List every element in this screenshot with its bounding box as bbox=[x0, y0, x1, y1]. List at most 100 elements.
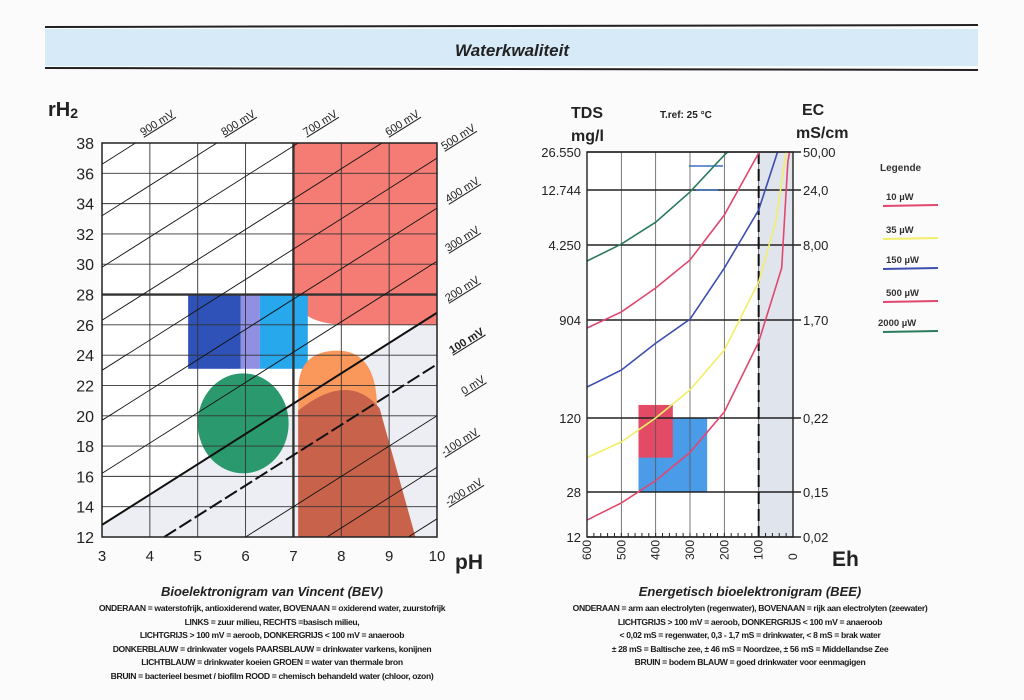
bee-y-left-tick-label: 120 bbox=[559, 411, 581, 426]
bee-caption-line: < 0,02 mS = regenwater, 0,3 - 1,7 mS = d… bbox=[619, 630, 881, 641]
bev-y-tick-label: 18 bbox=[76, 439, 94, 456]
bev-y-tick-label: 16 bbox=[76, 469, 94, 486]
legend-label: 150 µW bbox=[886, 255, 919, 266]
bee-y-right-tick-label: 0,15 bbox=[803, 485, 828, 500]
series-line-35W bbox=[587, 152, 787, 459]
legend-label: 500 µW bbox=[886, 288, 919, 299]
eh-line bbox=[101, 157, 438, 371]
bee-x-tick-label: 300 bbox=[683, 540, 697, 560]
region-donkerblauw bbox=[188, 294, 241, 369]
eh-line-label: -100 mV bbox=[439, 426, 481, 459]
banner-bottom-rule bbox=[44, 67, 979, 71]
title-banner bbox=[45, 29, 978, 66]
bee-y-left-tick-label: 26.550 bbox=[541, 145, 581, 160]
bev-caption-line: BRUIN = bacterieel besmet / biofilm ROOD… bbox=[110, 670, 434, 681]
bee-caption-line: ± 28 mS = Baltische zee, ± 46 mS = Noord… bbox=[611, 643, 889, 654]
bev-x-tick-label: 5 bbox=[194, 548, 202, 565]
bee-y-right-tick-label: 24,0 bbox=[803, 183, 828, 198]
bev-caption: Bioelektronigram van Vincent (BEV) ONDER… bbox=[22, 584, 522, 684]
series-line-2000W bbox=[587, 152, 729, 262]
eh-line-label: 700 mV bbox=[301, 108, 340, 139]
series-line-10W bbox=[587, 152, 791, 521]
bev-plot-border bbox=[101, 142, 438, 538]
bev-caption-line: LINKS = zuur milieu, RECHTS =basisch mil… bbox=[184, 616, 360, 627]
eh-line bbox=[101, 142, 299, 268]
eh-line-label: 0 mV bbox=[459, 373, 488, 397]
bee-x-tick-label: 200 bbox=[717, 540, 731, 560]
bee-x-tick-label: 500 bbox=[614, 540, 628, 560]
bev-y-tick-label: 34 bbox=[76, 197, 94, 214]
region-green-thermal bbox=[197, 373, 289, 474]
eh-line-100mv bbox=[101, 311, 438, 526]
bee-anaerobic-zone bbox=[758, 152, 793, 537]
legend-swatch bbox=[882, 300, 939, 303]
legend-swatch bbox=[882, 204, 939, 207]
bee-y-right-tick-label: 0,22 bbox=[803, 411, 828, 426]
legend-swatch bbox=[882, 267, 939, 270]
eh-line bbox=[101, 207, 438, 421]
region-paarsblauw bbox=[240, 294, 260, 369]
bee-y-right-tick-label: 1,70 bbox=[803, 313, 828, 328]
bee-x-tick-label: 0 bbox=[786, 553, 800, 560]
bev-x-tick-label: 9 bbox=[385, 548, 393, 565]
bee-caption-line: LICHTGRIJS > 100 mV = aeroob, DONKERGRIJ… bbox=[617, 616, 883, 627]
eh-line bbox=[408, 518, 438, 538]
eh-line-label: 600 mV bbox=[383, 108, 422, 139]
eh-line bbox=[101, 142, 218, 217]
region-brown-biofilm bbox=[298, 389, 416, 537]
bee-y-left-tick-label: 12.744 bbox=[541, 183, 581, 198]
bev-y-axis-label: rH2 bbox=[48, 99, 78, 121]
eh-line-label: 100 mV bbox=[447, 326, 487, 357]
bee-temperature-note: T.ref: 25 °C bbox=[660, 110, 712, 121]
eh-line-label: 300 mV bbox=[443, 224, 482, 255]
bev-y-tick-label: 20 bbox=[76, 409, 94, 426]
bev-x-tick-label: 6 bbox=[241, 548, 249, 565]
bev-eh-lines bbox=[101, 142, 438, 538]
bev-caption-title: Bioelektronigram van Vincent (BEV) bbox=[160, 584, 383, 599]
eh-line bbox=[101, 260, 438, 474]
bev-y-tick-label: 26 bbox=[76, 318, 94, 335]
legend-swatch bbox=[882, 330, 939, 333]
bev-y-tick-label: 28 bbox=[76, 288, 94, 305]
legend-label: 2000 µW bbox=[878, 318, 916, 329]
eh-line bbox=[326, 466, 438, 538]
page-title: Waterkwaliteit bbox=[455, 41, 570, 60]
eh-line-label: 800 mV bbox=[219, 108, 258, 139]
bee-caption-line: BRUIN = bodem BLAUW = goed drinkwater vo… bbox=[634, 657, 866, 668]
banner-top-rule bbox=[44, 24, 979, 28]
eh-line bbox=[101, 142, 383, 321]
bev-y-tick-label: 32 bbox=[76, 227, 94, 244]
eh-line-label: 400 mV bbox=[443, 175, 482, 206]
bev-y-tick-label: 38 bbox=[76, 136, 94, 153]
bev-y-tick-label: 22 bbox=[76, 378, 94, 395]
bev-x-tick-label: 10 bbox=[429, 548, 446, 565]
bee-y-left-tick-label: 12 bbox=[567, 530, 581, 545]
bev-caption-line: LICHTGRIJS > 100 mV = aeroob, DONKERGRIJ… bbox=[139, 630, 405, 641]
bee-plot-border bbox=[586, 151, 794, 538]
bev-y-tick-label: 36 bbox=[76, 166, 94, 183]
bev-y-tick-label: 24 bbox=[76, 348, 94, 365]
bee-y-right-tick-label: 8,00 bbox=[803, 238, 828, 253]
bee-x-tick-label: 400 bbox=[649, 540, 663, 560]
bev-caption-line: DONKERBLAUW = drinkwater vogels PAARSBLA… bbox=[112, 643, 432, 654]
bee-x-tick-label: 600 bbox=[580, 540, 594, 560]
bee-y-right-unit: mS/cm bbox=[796, 125, 848, 142]
eh-line-label: 500 mV bbox=[439, 122, 478, 153]
bev-x-tick-label: 4 bbox=[146, 548, 154, 565]
bev-x-tick-label: 8 bbox=[337, 548, 345, 565]
eh-line-label: -200 mV bbox=[443, 476, 485, 509]
eh-line bbox=[245, 415, 438, 538]
bee-y-right-tick-label: 0,02 bbox=[803, 530, 828, 545]
bee-y-right-tick-label: 50,00 bbox=[803, 145, 836, 160]
bee-y-left-tick-label: 904 bbox=[559, 313, 581, 328]
legend-title: Legende bbox=[880, 163, 922, 174]
eh-line-label: 200 mV bbox=[443, 274, 482, 305]
bev-caption-line: LICHTBLAUW = drinkwater koeien GROEN = w… bbox=[141, 657, 403, 668]
bee-y-left-unit: mg/l bbox=[571, 128, 604, 145]
bee-curves bbox=[587, 152, 791, 521]
bev-x-tick-label: 3 bbox=[98, 548, 106, 565]
bev-y-tick-label: 12 bbox=[76, 530, 94, 547]
bev-caption-line: ONDERAAN = waterstofrijk, antioxiderend … bbox=[98, 603, 446, 613]
series-line-150W bbox=[587, 152, 779, 388]
